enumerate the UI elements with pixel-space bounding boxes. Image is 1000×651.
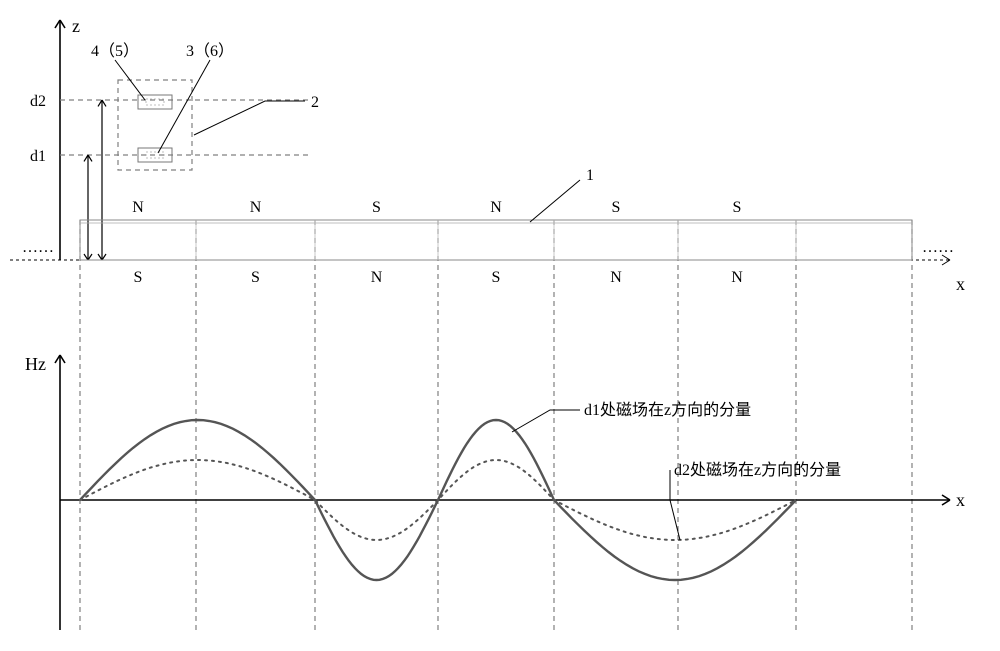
- pole-bot-2: N: [371, 269, 383, 286]
- ellipsis-left: ……: [22, 239, 54, 256]
- pole-top-2: S: [372, 199, 381, 216]
- leader-2: [194, 101, 305, 135]
- callout-2: 2: [311, 94, 319, 111]
- pole-bot-4: N: [610, 269, 622, 286]
- pole-top-1: N: [250, 199, 262, 216]
- ellipsis-right: ……: [922, 239, 954, 256]
- callout-label: 3（6）: [186, 42, 234, 60]
- callout-label: 4（5）: [91, 42, 139, 60]
- tick-d1: d1: [30, 148, 46, 165]
- pole-top-5: S: [733, 199, 742, 216]
- diagram-canvas: z x …… …… d1 d2 N S N S S N N S S N S N 4（5） 3（6） 2 1 Hz x d1处磁场…: [0, 0, 1000, 651]
- hz-label: Hz: [25, 354, 46, 374]
- pole-bot-3: S: [492, 269, 501, 286]
- pole-bot-1: S: [251, 269, 260, 286]
- pole-top-3: N: [490, 199, 502, 216]
- pole-bot-0: S: [134, 269, 143, 286]
- magnet-bar: [80, 220, 912, 260]
- pole-bot-5: N: [731, 269, 743, 286]
- callout-1: 1: [586, 167, 594, 184]
- tick-d2: d2: [30, 93, 46, 110]
- pole-top-0: N: [132, 199, 144, 216]
- pole-top-4: S: [612, 199, 621, 216]
- z-axis-label: z: [72, 16, 80, 36]
- annotation-d2: d2处磁场在z方向的分量: [674, 461, 841, 479]
- diagram-svg: z x …… …… d1 d2 N S N S S N N S S N S N 4（5） 3（6） 2 1 Hz x d1处磁场…: [0, 0, 1000, 651]
- leader: [158, 60, 210, 153]
- annotation-d1: d1处磁场在z方向的分量: [584, 401, 751, 419]
- leader-d1: [512, 410, 580, 432]
- sensor-box: [118, 80, 192, 170]
- x-axis-bottom-label: x: [956, 490, 965, 510]
- leader-1: [530, 180, 580, 222]
- x-axis-top-label: x: [956, 274, 965, 294]
